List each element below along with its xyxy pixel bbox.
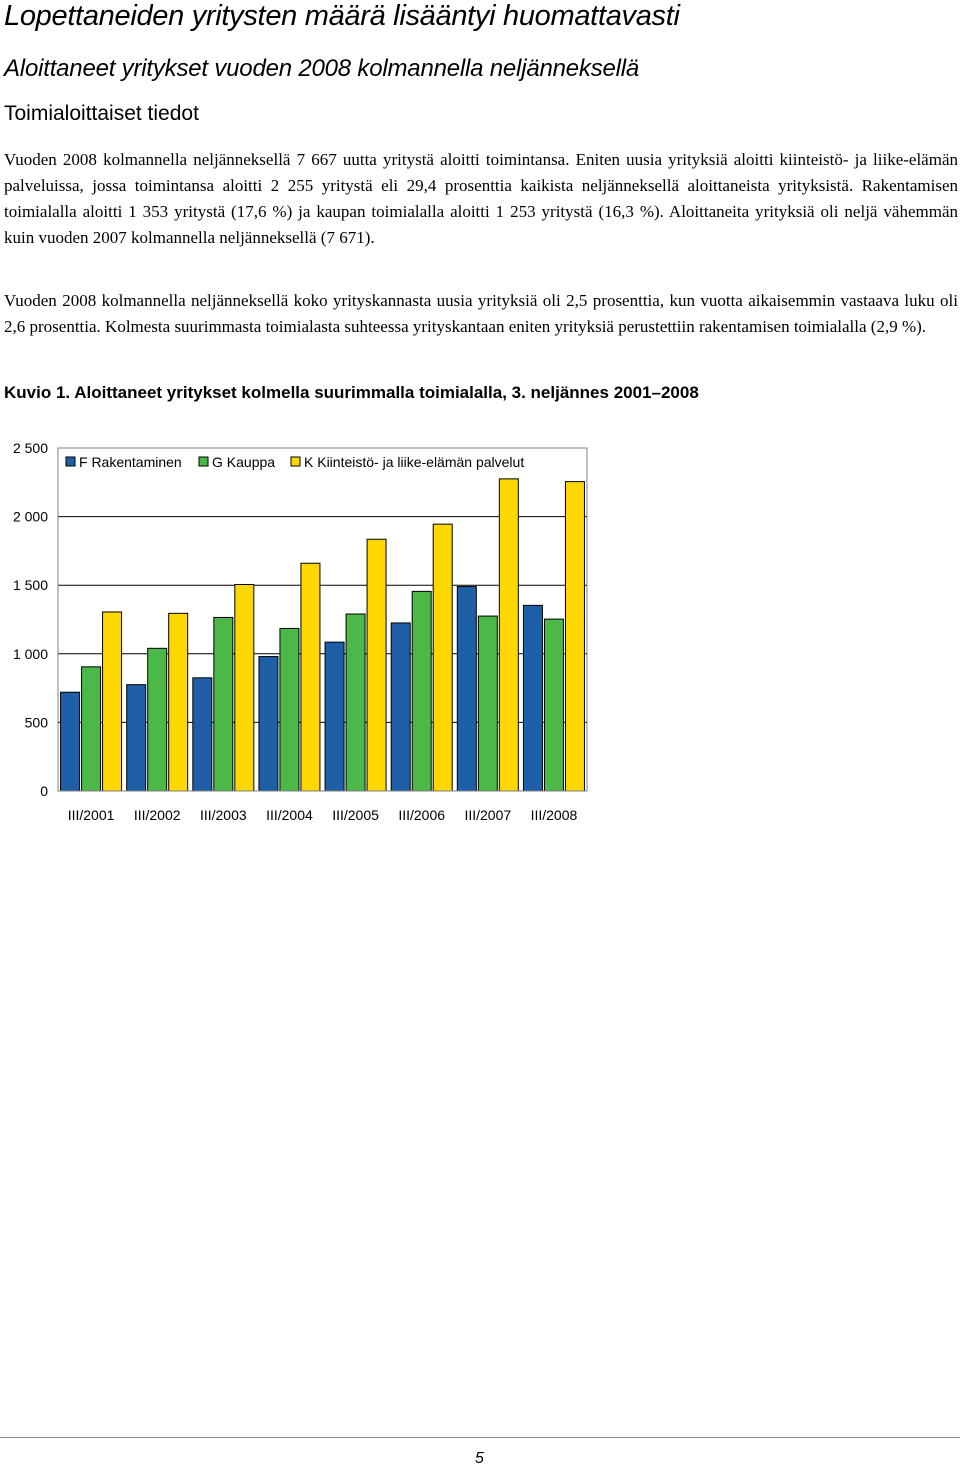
y-tick-label: 0 (40, 783, 48, 799)
y-tick-label: 1 000 (13, 646, 48, 662)
bar (324, 641, 345, 792)
legend-swatch (65, 456, 76, 467)
bar (102, 611, 123, 792)
y-tick-label: 2 500 (13, 440, 48, 456)
section-heading: Toimialoittaiset tiedot (4, 102, 199, 125)
y-axis-ticks: 0 500 1 000 1 500 2 000 2 500 (13, 440, 48, 799)
x-tick-label: III/2008 (531, 807, 578, 823)
bar (279, 627, 300, 792)
x-tick-label: III/2006 (398, 807, 445, 823)
page-number: 5 (475, 1450, 484, 1467)
bar (345, 613, 366, 792)
bar (390, 622, 411, 792)
legend-swatch (198, 456, 209, 467)
bar (522, 604, 543, 792)
legend-label: G Kauppa (212, 454, 275, 470)
bar (147, 647, 168, 792)
x-tick-label: III/2007 (464, 807, 511, 823)
figure-caption: Kuvio 1. Aloittaneet yritykset kolmella … (4, 383, 699, 402)
bar (564, 481, 585, 792)
y-tick-label: 500 (25, 714, 49, 730)
bars (60, 478, 585, 792)
bar (126, 684, 147, 792)
bar (477, 615, 498, 792)
bar (456, 586, 477, 792)
plot-frame (57, 447, 588, 792)
paragraph-1: Vuoden 2008 kolmannella neljänneksellä 7… (4, 150, 958, 247)
bar (300, 562, 321, 792)
bar (60, 691, 81, 792)
page-heading: Lopettaneiden yritysten määrä lisääntyi … (4, 0, 680, 32)
bar (234, 584, 255, 792)
bar (81, 666, 102, 792)
page-subheading: Aloittaneet yritykset vuoden 2008 kolman… (4, 55, 640, 82)
x-tick-label: III/2002 (134, 807, 181, 823)
x-tick-label: III/2005 (332, 807, 379, 823)
x-axis-ticks: III/2001 III/2002 III/2003 III/2004 III/2005… (68, 807, 578, 823)
bar (258, 656, 279, 792)
paragraph-2: Vuoden 2008 kolmannella neljänneksellä k… (4, 291, 958, 336)
bar (411, 590, 432, 792)
bar (168, 612, 189, 792)
x-tick-label: III/2003 (200, 807, 247, 823)
x-tick-label: III/2001 (68, 807, 115, 823)
legend-label: K Kiinteistö- ja liike-elämän palvelut (304, 454, 524, 470)
bar (498, 478, 519, 792)
x-tick-label: III/2004 (266, 807, 313, 823)
bar (366, 538, 387, 792)
footer-divider (0, 1437, 960, 1438)
y-tick-label: 2 000 (13, 509, 48, 525)
bar (543, 618, 564, 792)
legend-label: F Rakentaminen (79, 454, 182, 470)
bar (213, 616, 234, 792)
legend-swatch (290, 456, 301, 467)
bar (432, 523, 453, 792)
bar (192, 677, 213, 792)
y-tick-label: 1 500 (13, 577, 48, 593)
legend: F Rakentaminen G Kauppa K Kiinteistö- ja l… (65, 454, 524, 470)
